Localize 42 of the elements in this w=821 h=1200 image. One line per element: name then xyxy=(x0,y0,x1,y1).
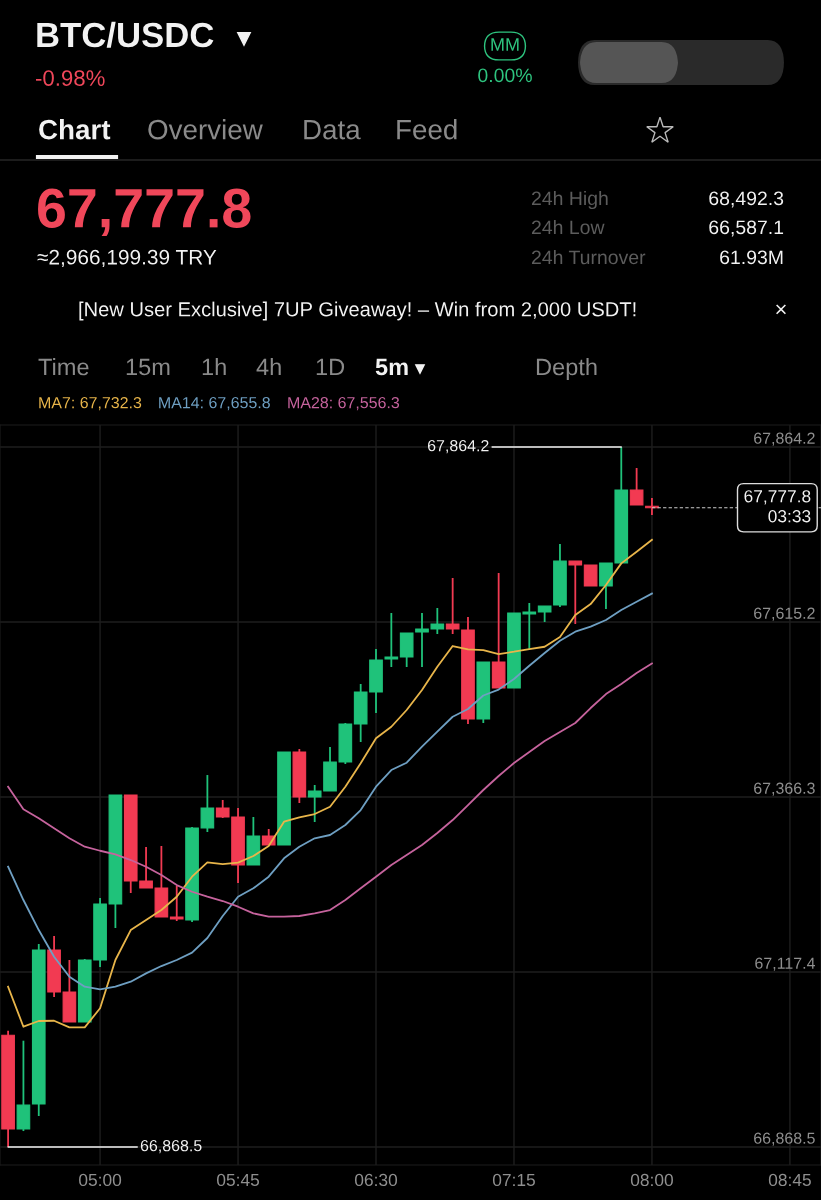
text: Time xyxy=(38,357,89,376)
annotation: 66,868.5 xyxy=(140,1139,202,1154)
text: Feed xyxy=(397,119,457,140)
text: 5m xyxy=(375,358,408,376)
x-tick-label: 08:00 xyxy=(630,1173,673,1187)
text: 24h Low xyxy=(531,219,605,235)
text: 24h Turnover xyxy=(531,249,646,265)
text: [New User Exclusive] 7UP Giveaway! – Win from 2,000 USDT! xyxy=(79,301,636,321)
text: MA14: 67,655.8 xyxy=(159,396,270,411)
y-tick-label: 67,864.2 xyxy=(754,432,815,446)
text: Overview xyxy=(148,119,263,140)
text: 0.00% xyxy=(478,68,532,83)
x-tick-label: 07:15 xyxy=(492,1173,535,1187)
text: ≈2,966,199.39 TRY xyxy=(37,249,217,268)
ref-line-label: 67,777.8 03:33 xyxy=(744,490,811,523)
x-tick-label: 05:45 xyxy=(217,1173,260,1187)
text: 61.93M xyxy=(720,250,783,265)
text: 1h xyxy=(202,357,226,376)
chart-title: BTC/USDC xyxy=(37,21,214,48)
text: MA28: 67,556.3 xyxy=(288,396,400,411)
text: -0.98% xyxy=(35,70,105,86)
annotation: 67,864.2 xyxy=(427,439,489,454)
text: Depth xyxy=(536,357,597,380)
text: 66,587.1 xyxy=(709,220,784,237)
text: 24h High xyxy=(531,190,608,210)
text: 1D xyxy=(316,358,345,376)
text: MM xyxy=(491,38,519,51)
text: 67,777.8 xyxy=(38,188,251,236)
text: 15m xyxy=(126,358,170,376)
y-tick-label: 67,117.4 xyxy=(755,957,815,971)
y-tick-label: 67,366.3 xyxy=(754,782,815,796)
x-tick-label: 05:00 xyxy=(79,1173,122,1187)
y-tick-label: 66,868.5 xyxy=(754,1132,815,1146)
text: MA7: 67,732.3 xyxy=(39,396,142,411)
text: 4h xyxy=(256,357,281,376)
text: 68,492.3 xyxy=(709,191,784,208)
y-tick-label: 67,615.2 xyxy=(754,607,815,621)
x-tick-label: 08:45 xyxy=(768,1173,811,1187)
text: Data xyxy=(304,120,361,140)
x-tick-label: 06:30 xyxy=(354,1173,398,1187)
text: Chart xyxy=(39,119,111,140)
text: × xyxy=(776,304,786,315)
